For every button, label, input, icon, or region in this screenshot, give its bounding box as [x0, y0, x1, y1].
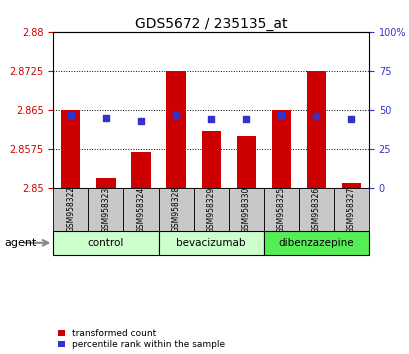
Point: [312, 113, 319, 119]
Bar: [228, 188, 263, 231]
Point: [243, 116, 249, 122]
Bar: [158, 188, 193, 231]
Text: GSM958328: GSM958328: [171, 186, 180, 233]
Text: GSM958323: GSM958323: [101, 186, 110, 233]
Bar: [53, 231, 158, 255]
Bar: [166, 71, 185, 188]
Text: GSM958324: GSM958324: [136, 186, 145, 233]
Bar: [298, 188, 333, 231]
Text: control: control: [88, 238, 124, 248]
Bar: [236, 136, 255, 188]
Bar: [271, 110, 290, 188]
Legend: transformed count, percentile rank within the sample: transformed count, percentile rank withi…: [58, 329, 225, 349]
Text: GSM958325: GSM958325: [276, 186, 285, 233]
Text: dibenzazepine: dibenzazepine: [278, 238, 353, 248]
Bar: [263, 188, 298, 231]
Point: [277, 112, 284, 118]
Bar: [158, 231, 263, 255]
Text: bevacizumab: bevacizumab: [176, 238, 245, 248]
Bar: [53, 188, 88, 231]
Bar: [88, 188, 123, 231]
Text: GSM958326: GSM958326: [311, 186, 320, 233]
Bar: [131, 152, 150, 188]
Bar: [96, 178, 115, 188]
Bar: [61, 110, 80, 188]
Text: GSM958330: GSM958330: [241, 186, 250, 233]
Point: [347, 116, 354, 122]
Bar: [306, 71, 325, 188]
Point: [172, 112, 179, 118]
Bar: [341, 183, 360, 188]
Bar: [263, 231, 368, 255]
Bar: [123, 188, 158, 231]
Bar: [201, 131, 220, 188]
Point: [207, 116, 214, 122]
Point: [67, 112, 74, 118]
Bar: [333, 188, 368, 231]
Text: GSM958329: GSM958329: [206, 186, 215, 233]
Title: GDS5672 / 235135_at: GDS5672 / 235135_at: [135, 17, 287, 31]
Point: [102, 115, 109, 121]
Text: GSM958327: GSM958327: [346, 186, 355, 233]
Point: [137, 118, 144, 124]
Bar: [193, 188, 228, 231]
Text: GSM958322: GSM958322: [66, 186, 75, 233]
Text: agent: agent: [4, 238, 36, 248]
